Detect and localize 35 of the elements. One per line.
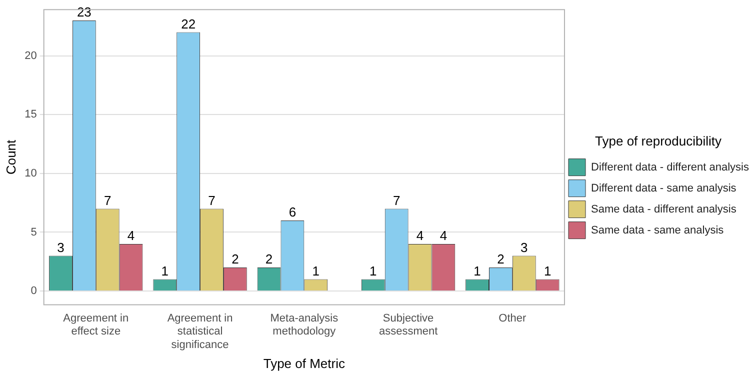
data-label: 7 <box>208 192 216 208</box>
data-label: 22 <box>181 16 196 32</box>
legend-label: Different data - same analysis <box>591 182 737 194</box>
y-tick-label: 20 <box>24 50 37 62</box>
data-label: 6 <box>288 204 296 220</box>
data-label: 4 <box>440 228 448 244</box>
y-tick-label: 0 <box>30 285 37 298</box>
legend-label: Different data - different analysis <box>591 161 750 174</box>
data-label: 7 <box>392 192 400 208</box>
data-label: 1 <box>474 263 481 278</box>
x-tick-label: Agreement in effect size <box>63 312 129 338</box>
x-tick-label: Meta-analysis methodology <box>270 312 339 338</box>
x-tick-label: Agreement in statistical significance <box>167 312 233 351</box>
data-label: 4 <box>416 228 424 244</box>
data-label: 1 <box>161 263 169 278</box>
legend-label: Same data - different analysis <box>591 203 737 216</box>
data-label: 3 <box>520 240 528 255</box>
y-axis-title: Count <box>3 139 18 175</box>
data-label: 2 <box>265 252 273 267</box>
y-tick-label: 15 <box>24 108 37 121</box>
x-tick-label: Other <box>498 312 527 324</box>
y-tick-label: 10 <box>24 167 37 180</box>
data-label: 1 <box>370 263 377 278</box>
data-label: 3 <box>57 240 64 255</box>
x-axis-title: Type of Metric <box>263 356 346 371</box>
legend-label: Same data - same analysis <box>591 224 724 236</box>
data-label: 1 <box>544 263 552 278</box>
data-label: 2 <box>232 252 239 267</box>
legend-title: Type of reproducibility <box>595 133 722 148</box>
data-label: 4 <box>127 228 135 244</box>
x-tick-label: Subjective assessment <box>378 312 438 338</box>
data-label: 1 <box>312 263 320 278</box>
y-tick-label: 5 <box>30 226 37 238</box>
data-label: 2 <box>497 252 504 267</box>
data-label: 7 <box>104 192 112 208</box>
